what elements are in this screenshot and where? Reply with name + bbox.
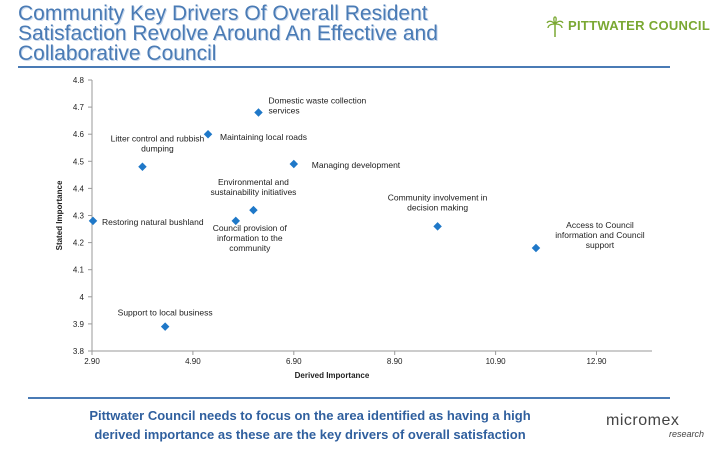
- scatter-chart: 3.8 3.9 4 4.1 4.2 4.3 4.4 4.5 4.6 4.7 4.8 2.90 4.90 6…: [0, 70, 720, 390]
- x-tick-label: 6.90: [286, 357, 302, 366]
- data-point-marker: [249, 205, 258, 215]
- x-axis-label: Derived Importance: [295, 371, 370, 380]
- data-point-marker: [433, 222, 442, 231]
- data-point-marker: [231, 216, 241, 226]
- data-point-label: Access to Council: [566, 220, 634, 230]
- y-tick-label: 3.8: [73, 347, 85, 356]
- data-point-label: Domestic waste collection: [268, 96, 366, 106]
- data-point-label: Managing development: [312, 160, 401, 170]
- data-point-label: Restoring natural bushland: [102, 217, 204, 227]
- x-tick-label: 2.90: [84, 357, 100, 366]
- title-line-1: Community Key Drivers Of Overall Residen…: [18, 2, 428, 25]
- micromex-logo: micromex research: [606, 412, 710, 442]
- data-point-label: decision making: [407, 202, 468, 212]
- data-point-marker: [254, 108, 263, 117]
- data-point-marker: [289, 159, 299, 169]
- data-point-label: Community involvement in: [388, 192, 488, 202]
- data-point-label: information and Council: [555, 230, 644, 240]
- data-point-label: sustainability initiatives: [210, 187, 296, 197]
- title-line-3: Collaborative Council: [18, 42, 217, 65]
- data-point-marker: [88, 216, 98, 226]
- y-tick-label: 4.2: [73, 239, 85, 248]
- data-point-marker: [531, 243, 541, 253]
- data-point-label: services: [268, 106, 299, 116]
- y-tick-label: 4.3: [73, 212, 85, 221]
- pittwater-council-logo: PITTWATER COUNCIL: [546, 16, 710, 38]
- footer-note: Pittwater Council needs to focus on the …: [40, 406, 580, 444]
- scatter-chart-svg: 3.8 3.9 4 4.1 4.2 4.3 4.4 4.5 4.6 4.7 4.8 2.90 4.90 6…: [55, 76, 652, 380]
- logo-text: PITTWATER COUNCIL: [568, 18, 711, 33]
- title-line-2: Satisfaction Revolve Around An Effective…: [18, 22, 438, 45]
- footer-line-2: derived importance as these are the key …: [94, 427, 526, 442]
- data-point-label: Litter control and rubbish: [111, 134, 205, 144]
- data-point-label: Maintaining local roads: [220, 132, 307, 142]
- micromex-logo-sub: research: [668, 429, 704, 439]
- data-point-label: information to the: [217, 233, 283, 243]
- footer-line-1: Pittwater Council needs to focus on the …: [89, 408, 531, 423]
- palm-tree-icon: [546, 16, 564, 37]
- y-tick-label: 4.4: [73, 184, 85, 193]
- y-tick-label: 4.7: [73, 103, 85, 112]
- bottom-divider: [28, 397, 670, 399]
- data-point-label: Support to local business: [118, 308, 213, 318]
- data-point-marker: [138, 162, 147, 171]
- data-point-label: community: [229, 243, 271, 253]
- data-point-marker: [203, 129, 213, 139]
- y-tick-label: 4: [80, 293, 85, 302]
- x-tick-label: 4.90: [185, 357, 201, 366]
- x-tick-label: 12.90: [586, 357, 607, 366]
- y-tick-label: 4.1: [73, 266, 85, 275]
- x-tick-label: 8.90: [387, 357, 403, 366]
- y-tick-label: 4.6: [73, 130, 85, 139]
- x-tick-label: 10.90: [486, 357, 507, 366]
- data-point-marker: [160, 322, 170, 331]
- data-point-label: Environmental and: [218, 177, 289, 187]
- y-tick-label: 3.9: [73, 320, 85, 329]
- page-title: Community Key Drivers Of Overall Residen…: [18, 2, 538, 65]
- y-tick-label: 4.8: [73, 76, 85, 85]
- data-point-label: dumping: [141, 144, 174, 154]
- data-point-label: support: [586, 240, 615, 250]
- data-point-label: Council provision of: [213, 223, 288, 233]
- y-axis-label: Stated Importance: [55, 180, 64, 250]
- y-tick-label: 4.5: [73, 157, 85, 166]
- micromex-logo-name: micromex: [606, 412, 680, 429]
- top-divider: [18, 66, 670, 68]
